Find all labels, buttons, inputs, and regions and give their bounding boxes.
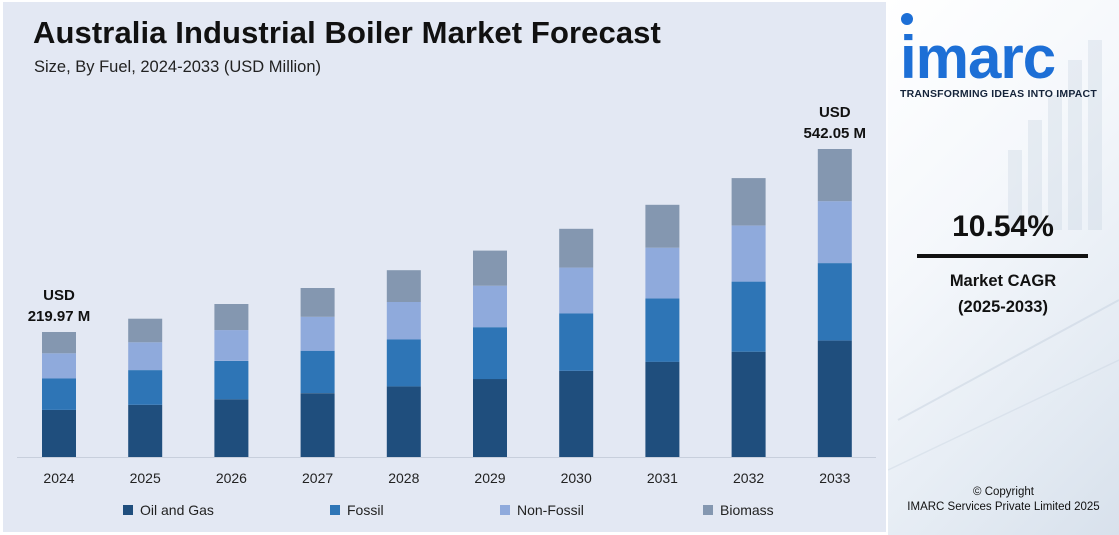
bar-segment-biomass-2024 <box>42 332 76 354</box>
bar-segment-biomass-2027 <box>300 288 335 317</box>
x-tick-label-2024: 2024 <box>43 470 74 486</box>
cagr-label: Market CAGR <box>949 272 1057 290</box>
logo-wordmark: imarc <box>900 24 1056 91</box>
bar-segment-fossil-2031 <box>645 298 680 362</box>
bar-segment-oil-and-gas-2025 <box>128 404 163 457</box>
bar-segment-biomass-2033 <box>817 149 852 202</box>
bar-segment-biomass-2026 <box>214 304 249 331</box>
bar-segment-fossil-2032 <box>731 281 766 352</box>
bar-segment-oil-and-gas-2026 <box>214 399 249 457</box>
legend-swatch <box>123 505 133 515</box>
bar-segment-oil-and-gas-2024 <box>42 409 76 457</box>
decorative-background-graphic <box>888 40 1119 471</box>
bar-segment-non-fossil-2024 <box>42 353 76 379</box>
x-tick-label-2031: 2031 <box>647 470 678 486</box>
bar-segment-non-fossil-2030 <box>559 267 594 314</box>
legend-swatch <box>330 505 340 515</box>
x-tick-label-2033: 2033 <box>819 470 850 486</box>
bar-segment-oil-and-gas-2029 <box>473 379 507 457</box>
x-tick-label-2025: 2025 <box>130 470 161 486</box>
bar-segment-fossil-2025 <box>128 370 163 405</box>
cagr-divider <box>917 254 1088 258</box>
data-label-currency-2024: USD <box>43 287 75 304</box>
bar-segment-non-fossil-2027 <box>300 316 335 351</box>
legend-label: Oil and Gas <box>140 502 214 518</box>
bar-segment-fossil-2030 <box>559 313 594 371</box>
bar-segment-non-fossil-2028 <box>386 301 421 340</box>
legend-item-biomass: Biomass <box>703 502 774 518</box>
bar-segment-fossil-2029 <box>473 327 507 380</box>
cagr-label-block: Market CAGR (2025-2033) <box>918 268 1088 320</box>
bar-segment-oil-and-gas-2032 <box>731 351 766 457</box>
copyright-line-2: IMARC Services Private Limited 2025 <box>907 501 1100 513</box>
bar-segment-non-fossil-2033 <box>817 201 852 264</box>
legend-label: Non-Fossil <box>517 502 584 518</box>
bar-segment-biomass-2029 <box>473 250 507 286</box>
chart-subtitle: Size, By Fuel, 2024-2033 (USD Million) <box>34 58 322 76</box>
legend-label: Biomass <box>720 502 774 518</box>
bar-segment-fossil-2033 <box>817 263 852 341</box>
legend-swatch <box>500 505 510 515</box>
bar-segment-biomass-2025 <box>128 318 163 343</box>
cagr-period: (2025-2033) <box>958 298 1048 316</box>
chart-legend: Oil and Gas Fossil Non-Fossil Biomass <box>3 502 886 522</box>
legend-label: Fossil <box>347 502 384 518</box>
bar-segment-fossil-2028 <box>386 339 421 387</box>
bar-segment-fossil-2027 <box>300 350 335 394</box>
data-label-value-2024: 219.97 M <box>28 308 91 325</box>
bar-segment-biomass-2030 <box>559 228 594 268</box>
logo-dot-icon <box>901 13 913 25</box>
copyright-line-1: © Copyright <box>973 486 1034 498</box>
stacked-bar-chart: 2024 2025 2026 2027 2028 2029 2030 2031 2032 2033… <box>17 104 876 486</box>
bar-segment-oil-and-gas-2033 <box>817 340 852 457</box>
cagr-value: 10.54% <box>952 210 1054 243</box>
x-tick-label-2029: 2029 <box>474 470 505 486</box>
x-tick-label-2028: 2028 <box>388 470 419 486</box>
x-tick-label-2026: 2026 <box>216 470 247 486</box>
legend-swatch <box>703 505 713 515</box>
bar-segment-non-fossil-2029 <box>473 285 507 328</box>
bar-segment-biomass-2032 <box>731 178 766 226</box>
x-tick-label-2032: 2032 <box>733 470 764 486</box>
legend-item-fossil: Fossil <box>330 502 384 518</box>
bar-segment-non-fossil-2025 <box>128 342 163 371</box>
legend-item-oil-and-gas: Oil and Gas <box>123 502 214 518</box>
imarc-logo: imarc TRANSFORMING IDEAS INTO IMPACT <box>898 10 1110 105</box>
bar-segment-non-fossil-2031 <box>645 247 680 299</box>
x-tick-label-2027: 2027 <box>302 470 333 486</box>
x-tick-label-2030: 2030 <box>561 470 592 486</box>
brand-panel: imarc TRANSFORMING IDEAS INTO IMPACT 10.… <box>888 0 1119 535</box>
bar-segment-oil-and-gas-2027 <box>300 393 335 457</box>
bar-segment-biomass-2031 <box>645 204 680 248</box>
bar-segment-oil-and-gas-2028 <box>386 386 421 457</box>
logo-tagline: TRANSFORMING IDEAS INTO IMPACT <box>900 88 1097 100</box>
bar-segment-non-fossil-2032 <box>731 225 766 282</box>
data-label-currency-2033: USD <box>819 104 851 121</box>
bar-segment-biomass-2028 <box>386 270 421 302</box>
bar-segment-non-fossil-2026 <box>214 330 249 361</box>
copyright-notice: © Copyright IMARC Services Private Limit… <box>888 485 1119 515</box>
bar-segment-fossil-2026 <box>214 360 249 400</box>
legend-item-non-fossil: Non-Fossil <box>500 502 584 518</box>
bar-segment-oil-and-gas-2030 <box>559 370 594 457</box>
data-label-value-2033: 542.05 M <box>804 125 867 142</box>
chart-panel: Australia Industrial Boiler Market Forec… <box>3 2 886 532</box>
bar-segment-fossil-2024 <box>42 378 76 410</box>
bar-segment-oil-and-gas-2031 <box>645 361 680 457</box>
chart-title: Australia Industrial Boiler Market Forec… <box>33 15 661 50</box>
